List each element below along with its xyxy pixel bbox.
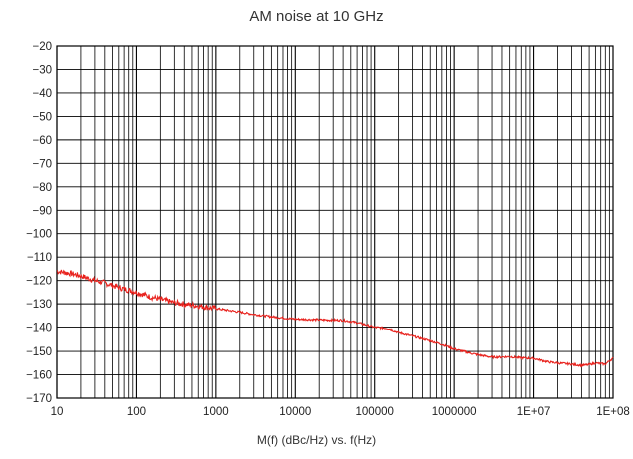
y-tick-label: −150	[26, 346, 52, 358]
x-tick-labels: 10 100 1000 10000 100000 1000000 1E+07 1E+08	[51, 406, 630, 418]
x-tick-label: 1000	[203, 406, 229, 418]
y-tick-label: −90	[32, 205, 52, 217]
y-tick-label: −100	[26, 229, 52, 241]
y-tick-label: −40	[32, 88, 52, 100]
x-tick-label: 1000000	[432, 406, 477, 418]
series-line	[56, 269, 614, 368]
y-tick-label: −140	[26, 323, 52, 335]
y-tick-label: −50	[32, 111, 52, 123]
y-tick-label: −170	[26, 393, 52, 405]
x-tick-label: 1E+08	[596, 406, 630, 418]
plot-frame	[56, 45, 614, 399]
y-tick-label: −160	[26, 370, 52, 382]
y-tick-label: −70	[32, 158, 52, 170]
x-tick-label: 10	[51, 406, 64, 418]
y-tick-label: −110	[27, 252, 52, 264]
y-tick-label: −30	[32, 64, 52, 76]
y-tick-label: −120	[26, 276, 52, 288]
x-axis-label: M(f) (dBc/Hz) vs. f(Hz)	[256, 433, 377, 447]
y-tick-label: −60	[32, 135, 52, 147]
y-tick-label: −80	[32, 182, 52, 194]
y-tick-label: −20	[32, 41, 52, 53]
chart-title: AM noise at 10 GHz	[249, 8, 384, 25]
y-tick-labels: −20 −30 −40 −50 −60 −70 −80 −90 −100 −110 −120 −130…	[26, 41, 52, 405]
grid-lines	[56, 45, 613, 399]
x-tick-label: 1E+07	[517, 406, 551, 418]
y-tick-label: −130	[26, 299, 52, 311]
x-tick-label: 100000	[356, 406, 394, 418]
x-tick-label: 100	[127, 406, 146, 418]
series-layer	[56, 269, 614, 368]
x-tick-label: 10000	[279, 406, 311, 418]
